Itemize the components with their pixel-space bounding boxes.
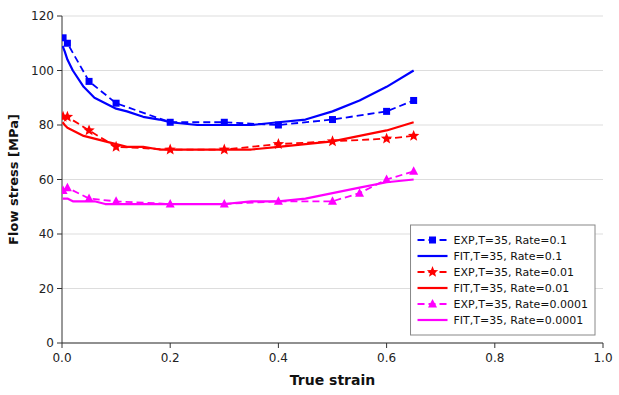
series	[62, 166, 418, 207]
point	[328, 196, 337, 205]
grid-line	[62, 179, 603, 180]
point	[408, 130, 419, 141]
tick-label: 20	[39, 282, 54, 296]
legend-label: FIT,T=35, Rate=0.1	[454, 250, 563, 263]
legend: EXP,T=35, Rate=0.1 FIT,T=35, Rate=0.1 EXP,…	[411, 225, 595, 335]
tick	[57, 16, 62, 17]
point	[64, 40, 71, 47]
legend-swatch	[418, 319, 448, 321]
tick-label: 0.0	[52, 351, 71, 365]
series-line	[63, 122, 414, 149]
tick-label: 0.6	[377, 351, 396, 365]
legend-item: FIT,T=35, Rate=0.1	[418, 250, 563, 263]
grid-line	[62, 343, 603, 344]
tick	[170, 343, 171, 348]
tick-label: 100	[31, 64, 54, 78]
chart: 0 20 40 60 80 100 120 0.0 0.2 0.4 0.6 0.8 1.0 True st…	[0, 0, 619, 395]
tick	[386, 343, 387, 348]
tick	[57, 179, 62, 180]
series-line	[63, 46, 414, 125]
series	[63, 46, 414, 125]
legend-swatch	[418, 287, 448, 289]
legend-marker	[428, 299, 437, 308]
legend-item: EXP,T=35, Rate=0.1	[418, 234, 567, 247]
point	[409, 166, 418, 175]
series	[63, 122, 414, 149]
point	[63, 183, 72, 192]
legend-item: FIT,T=35, Rate=0.0001	[418, 314, 584, 327]
legend-item: FIT,T=35, Rate=0.01	[418, 282, 570, 295]
point	[410, 97, 417, 104]
point	[62, 111, 73, 122]
x-axis	[62, 343, 603, 344]
series-line	[63, 171, 414, 204]
y-axis-label: Flow stress [MPa]	[6, 114, 21, 245]
point	[113, 100, 120, 107]
x-axis-label: True strain	[290, 372, 375, 388]
legend-label: EXP,T=35, Rate=0.0001	[454, 298, 588, 311]
tick-label: 0.2	[161, 351, 180, 365]
point	[86, 78, 93, 85]
legend-label: EXP,T=35, Rate=0.01	[454, 266, 574, 279]
legend-box	[411, 225, 595, 335]
axes: 0 20 40 60 80 100 120 0.0 0.2 0.4 0.6 0.8 1.0	[31, 9, 612, 365]
series-line	[63, 117, 414, 150]
legend-label: EXP,T=35, Rate=0.1	[454, 234, 567, 247]
tick	[603, 343, 604, 348]
legend-swatch	[418, 255, 448, 257]
legend-marker	[429, 237, 436, 244]
series	[62, 34, 417, 128]
tick-label: 80	[39, 118, 54, 132]
tick-label: 40	[39, 227, 54, 241]
series-line	[63, 38, 414, 125]
plot-area	[62, 34, 419, 207]
y-axis	[62, 16, 63, 343]
tick-label: 1.0	[593, 351, 612, 365]
legend-label: FIT,T=35, Rate=0.01	[454, 282, 570, 295]
grid-line	[62, 70, 603, 71]
tick	[57, 343, 62, 344]
legend-label: FIT,T=35, Rate=0.0001	[454, 314, 584, 327]
tick	[57, 125, 62, 126]
point	[329, 116, 336, 123]
tick-label: 60	[39, 173, 54, 187]
tick-label: 0	[46, 336, 54, 350]
tick	[278, 343, 279, 348]
point	[383, 108, 390, 115]
series	[62, 111, 419, 155]
point	[83, 124, 94, 135]
tick-label: 120	[31, 9, 54, 23]
series-line	[63, 180, 414, 205]
tick	[57, 70, 62, 71]
tick-label: 0.8	[485, 351, 504, 365]
tick	[57, 234, 62, 235]
series	[63, 180, 414, 205]
legend-item: EXP,T=35, Rate=0.01	[418, 266, 574, 279]
tick	[62, 343, 63, 348]
point	[381, 133, 392, 144]
tick	[57, 288, 62, 289]
grid-line	[62, 16, 603, 17]
tick	[494, 343, 495, 348]
grid-line	[62, 125, 603, 126]
legend-item: EXP,T=35, Rate=0.0001	[418, 298, 588, 311]
tick-label: 0.4	[269, 351, 288, 365]
legend-marker	[427, 266, 438, 277]
